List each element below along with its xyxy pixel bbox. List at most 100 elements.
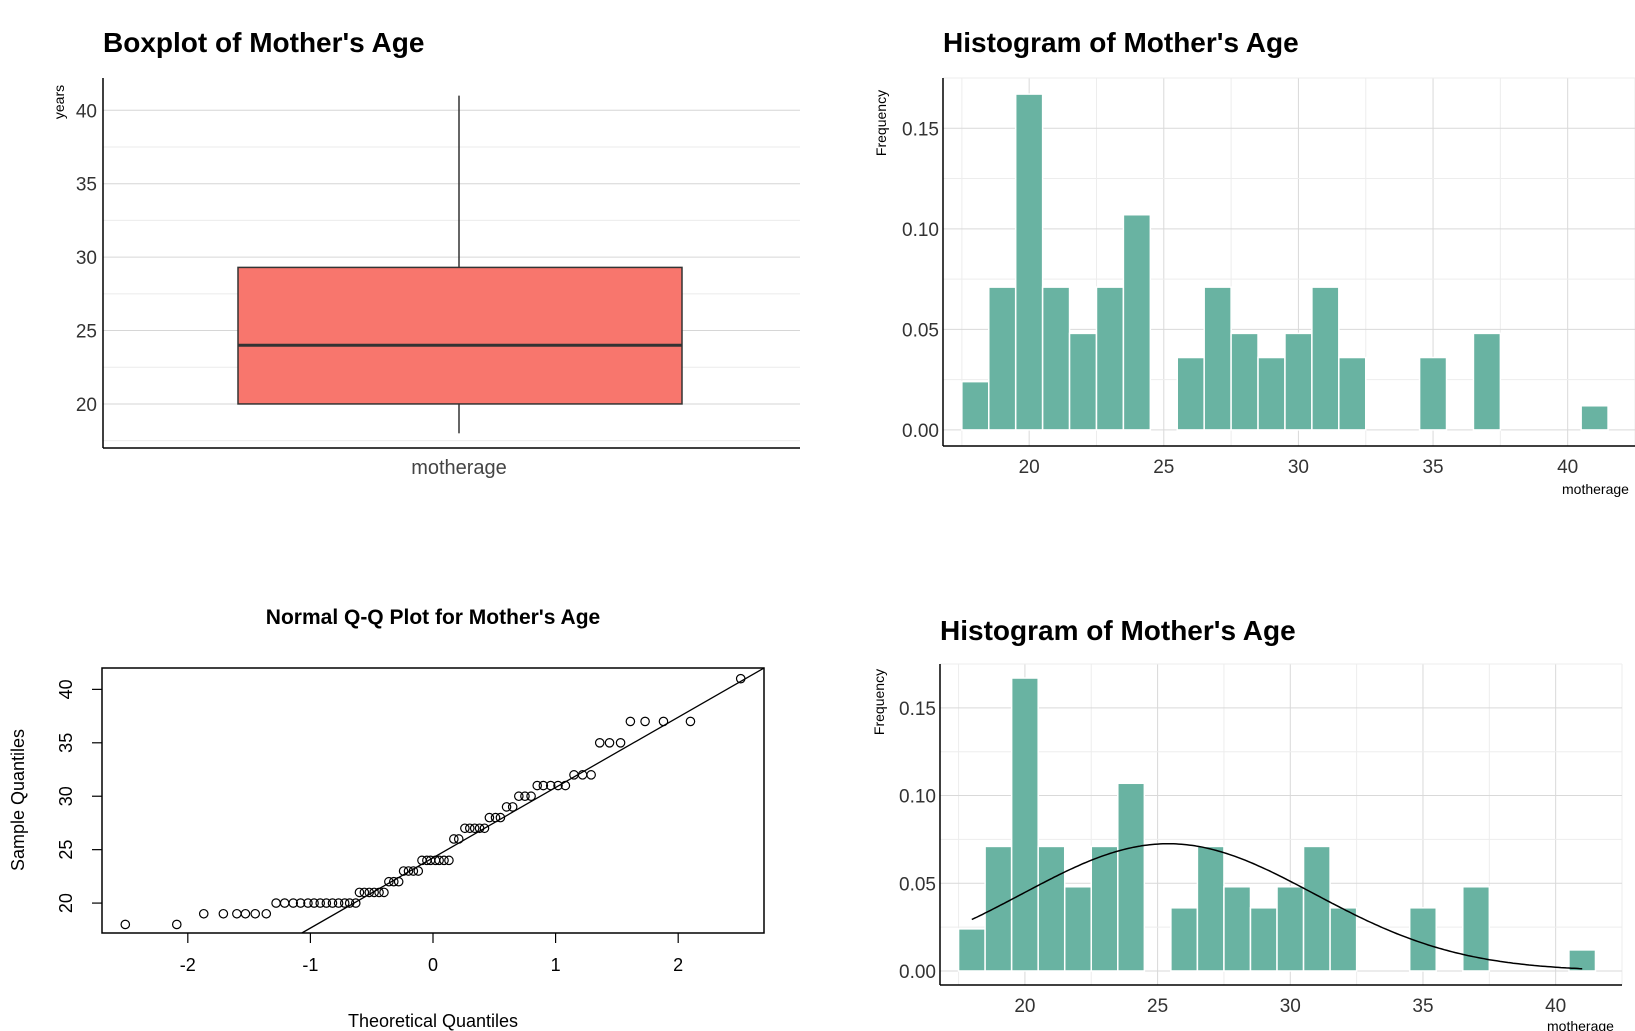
histogram-bottom-bar bbox=[1276, 886, 1305, 972]
qq-y-tick-label: 30 bbox=[56, 786, 76, 806]
qq-point bbox=[374, 887, 384, 898]
histogram-bottom-bar bbox=[1037, 845, 1066, 972]
qq-point bbox=[344, 898, 355, 908]
histogram-bottom-y-tick-label: 0.05 bbox=[899, 874, 936, 895]
qq-point bbox=[171, 919, 182, 930]
qq-point bbox=[232, 908, 242, 919]
qq-y-label: Sample Quantiles bbox=[8, 729, 28, 871]
qq-point bbox=[604, 737, 615, 748]
histogram-bottom-bars bbox=[957, 677, 1597, 972]
histogram-bottom-y-tick-label: 0.10 bbox=[899, 787, 936, 808]
qq-x-tick-label: 2 bbox=[673, 955, 683, 975]
qq-point bbox=[474, 823, 485, 834]
histogram-top-bar bbox=[1418, 356, 1448, 431]
qq-point bbox=[514, 791, 524, 802]
histogram-bottom-bar bbox=[1196, 845, 1225, 972]
qq-point bbox=[321, 898, 332, 908]
histogram-top-panel: Histogram of Mother's Age 20 25 30 35 40 0.00… bbox=[873, 27, 1635, 497]
histogram-bottom-bar bbox=[1117, 782, 1146, 972]
qq-point bbox=[250, 908, 261, 919]
qq-point bbox=[398, 866, 409, 876]
histogram-top-bar bbox=[1472, 332, 1502, 431]
qq-point bbox=[625, 716, 636, 727]
histogram-bottom-bar bbox=[1249, 907, 1278, 972]
qq-point bbox=[449, 834, 459, 844]
histogram-top-bar bbox=[1122, 213, 1152, 431]
qq-y-tick-label: 40 bbox=[56, 679, 76, 699]
boxplot-box-group bbox=[237, 95, 683, 434]
histogram-bottom-title: Histogram of Mother's Age bbox=[940, 615, 1296, 646]
qq-point bbox=[379, 887, 389, 898]
histogram-bottom-y-tick-label: 0.00 bbox=[899, 962, 936, 983]
qq-point bbox=[333, 898, 344, 908]
qq-x-tick-label: 1 bbox=[551, 955, 561, 975]
qq-point bbox=[464, 823, 475, 834]
histogram-top-bar bbox=[1041, 286, 1071, 431]
qq-point bbox=[484, 812, 495, 823]
qq-point bbox=[218, 908, 229, 919]
histogram-bottom-bar bbox=[984, 845, 1013, 972]
qq-point bbox=[560, 780, 571, 791]
qq-point bbox=[288, 898, 299, 908]
histogram-top-x-tick-label: 30 bbox=[1288, 457, 1309, 478]
histogram-bottom-bar bbox=[1302, 845, 1331, 972]
qq-point bbox=[261, 908, 272, 919]
qq-point bbox=[384, 876, 394, 887]
boxplot-category-label: motherage bbox=[411, 457, 507, 479]
qq-point bbox=[303, 898, 313, 908]
histogram-top-x-tick-label: 25 bbox=[1153, 457, 1174, 478]
histogram-bottom-x-tick-label: 30 bbox=[1280, 996, 1301, 1017]
histogram-top-bar bbox=[1230, 332, 1259, 431]
qq-point bbox=[469, 823, 480, 834]
qq-title: Normal Q-Q Plot for Mother's Age bbox=[266, 606, 600, 629]
histogram-top-bar bbox=[1095, 286, 1125, 431]
boxplot-y-label: years bbox=[51, 85, 67, 119]
histogram-bottom-x-label: motherage bbox=[1547, 1018, 1614, 1031]
qq-point bbox=[120, 919, 131, 930]
qq-point bbox=[198, 908, 209, 919]
qq-point bbox=[501, 802, 512, 812]
histogram-top-y-tick-label: 0.15 bbox=[902, 119, 939, 140]
qq-point bbox=[295, 898, 306, 908]
qq-point bbox=[408, 866, 419, 876]
histogram-bottom-bar bbox=[1329, 907, 1358, 972]
qq-point bbox=[315, 898, 326, 908]
histogram-bottom-density-group bbox=[971, 842, 1583, 970]
histogram-bottom-density-curve bbox=[971, 842, 1583, 970]
qq-plot-frame bbox=[101, 667, 765, 934]
histogram-bottom-ticks: 20 25 30 35 40 0.00 0.05 0.10 0.15 bbox=[899, 699, 1566, 1017]
histogram-top-bar bbox=[1068, 332, 1098, 431]
histogram-top-ticks: 20 25 30 35 40 0.00 0.05 0.10 0.15 bbox=[902, 119, 1578, 478]
histogram-top-y-label: Frequency bbox=[873, 90, 889, 156]
qq-point bbox=[615, 737, 626, 748]
histogram-bottom-bar bbox=[1223, 886, 1252, 972]
histogram-top-x-tick-label: 20 bbox=[1019, 457, 1040, 478]
histogram-bottom-x-tick-label: 40 bbox=[1545, 996, 1566, 1017]
qq-point bbox=[545, 780, 556, 791]
qq-point bbox=[453, 834, 464, 844]
qq-point bbox=[271, 898, 281, 908]
histogram-top-bar bbox=[1176, 356, 1205, 431]
boxplot-title: Boxplot of Mother's Age bbox=[103, 27, 424, 58]
qq-point bbox=[532, 780, 543, 791]
histogram-bottom-x-tick-label: 35 bbox=[1412, 996, 1433, 1017]
histogram-top-bar bbox=[1257, 356, 1286, 431]
qq-point bbox=[413, 866, 424, 876]
histogram-top-x-tick-label: 35 bbox=[1422, 457, 1443, 478]
histogram-bottom-bar bbox=[1568, 949, 1597, 972]
histogram-top-title: Histogram of Mother's Age bbox=[943, 27, 1299, 58]
qq-point bbox=[479, 823, 490, 834]
qq-point bbox=[594, 737, 605, 748]
qq-panel: Normal Q-Q Plot for Mother's Age -2 -1 0 1 2… bbox=[8, 606, 765, 1031]
histogram-bottom-bar bbox=[1090, 845, 1119, 972]
qq-point bbox=[364, 887, 375, 898]
qq-point bbox=[640, 716, 650, 727]
histogram-bottom-x-tick-label: 20 bbox=[1014, 996, 1035, 1017]
qq-point bbox=[658, 716, 669, 727]
qq-point bbox=[460, 823, 470, 834]
histogram-top-bar bbox=[1580, 405, 1609, 431]
qq-x-tick-label: -1 bbox=[302, 955, 318, 975]
qq-point bbox=[434, 855, 444, 866]
qq-point bbox=[526, 791, 536, 802]
